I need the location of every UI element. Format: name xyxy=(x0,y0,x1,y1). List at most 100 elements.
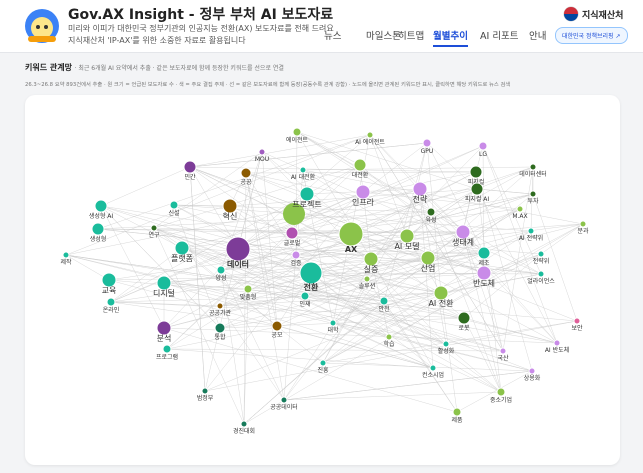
node[interactable] xyxy=(292,127,302,137)
node-label[interactable]: 인프라 xyxy=(352,197,375,207)
nav-item[interactable]: 월별추이 xyxy=(433,28,468,47)
node[interactable] xyxy=(429,364,437,372)
node-label[interactable]: 피지컬 xyxy=(468,178,485,186)
node-label[interactable]: M.AX xyxy=(512,213,527,220)
node[interactable] xyxy=(477,246,491,260)
node-label[interactable]: 신설 xyxy=(168,209,179,217)
node-label[interactable]: 에이전트 xyxy=(286,136,309,144)
node-label[interactable]: AI 에이전트 xyxy=(355,138,385,146)
node-label[interactable]: 활성화 xyxy=(438,347,455,355)
node-label[interactable]: 플랫폼 xyxy=(171,253,193,263)
node[interactable] xyxy=(537,270,545,278)
node-label[interactable]: 상용화 xyxy=(524,374,541,382)
node[interactable] xyxy=(156,275,172,291)
nav-item[interactable]: 히트맵 xyxy=(398,31,425,42)
node[interactable] xyxy=(529,190,537,198)
node-label[interactable]: 혁신 xyxy=(223,212,238,221)
node[interactable] xyxy=(529,163,537,171)
node-label[interactable]: 투자 xyxy=(527,197,539,205)
node[interactable] xyxy=(385,333,393,341)
node-label[interactable]: 학습 xyxy=(383,340,395,348)
node[interactable] xyxy=(240,420,248,428)
node-label[interactable]: 생성형 xyxy=(90,235,107,243)
node-label[interactable]: 육성 xyxy=(425,216,436,224)
node[interactable] xyxy=(285,226,299,240)
node-label[interactable]: 범정부 xyxy=(197,394,214,402)
node-label[interactable]: 국산 xyxy=(497,354,509,362)
node[interactable] xyxy=(528,367,536,375)
node[interactable] xyxy=(496,387,506,397)
node[interactable] xyxy=(399,228,415,244)
node-label[interactable]: 디지털 xyxy=(153,288,175,298)
node-label[interactable]: 전환 xyxy=(304,282,319,292)
node[interactable] xyxy=(201,387,209,395)
node[interactable] xyxy=(476,265,492,281)
node[interactable] xyxy=(243,284,253,294)
node-label[interactable]: 통합 xyxy=(214,333,226,341)
node[interactable] xyxy=(338,221,364,247)
node[interactable] xyxy=(62,251,70,259)
node-label[interactable]: 생태계 xyxy=(452,237,474,247)
node-label[interactable]: AI 전환 xyxy=(428,298,454,308)
node[interactable] xyxy=(470,182,484,196)
node-label[interactable]: 경진대회 xyxy=(233,427,255,435)
node[interactable] xyxy=(150,224,158,232)
node[interactable] xyxy=(366,131,374,139)
node[interactable] xyxy=(240,167,252,179)
node[interactable] xyxy=(280,396,288,404)
node-label[interactable]: GPU xyxy=(421,148,434,155)
node-label[interactable]: 얼라이언스 xyxy=(527,277,555,285)
node-label[interactable]: 민간 xyxy=(184,173,196,181)
node-label[interactable]: 전략 xyxy=(413,194,428,204)
node[interactable] xyxy=(433,285,449,301)
node[interactable] xyxy=(300,291,310,301)
node[interactable] xyxy=(452,407,462,417)
node-label[interactable]: 공모 xyxy=(271,332,283,339)
node-label[interactable]: AI 반도체 xyxy=(545,346,569,354)
node-label[interactable]: 제작 xyxy=(60,258,72,266)
node[interactable] xyxy=(258,148,266,156)
node[interactable] xyxy=(457,311,471,325)
node-label[interactable]: LG xyxy=(479,151,487,158)
node-label[interactable]: 인재 xyxy=(299,300,310,308)
node[interactable] xyxy=(183,160,197,174)
node[interactable] xyxy=(420,250,436,266)
node-label[interactable]: 반도체 xyxy=(473,278,495,288)
node[interactable] xyxy=(363,275,371,283)
node-label[interactable]: 중소기업 xyxy=(490,396,512,404)
node[interactable] xyxy=(216,302,224,310)
node[interactable] xyxy=(379,296,389,306)
node[interactable] xyxy=(299,186,315,202)
nav-item[interactable]: AI 리포트 xyxy=(480,31,519,42)
node-label[interactable]: 검증 xyxy=(290,260,302,267)
node-label[interactable]: AI 대전환 xyxy=(291,173,316,181)
node[interactable] xyxy=(214,322,226,334)
node-label[interactable]: 데이터센터 xyxy=(519,170,547,178)
node-label[interactable]: 공공 xyxy=(240,179,252,186)
node-label[interactable]: 맞춤형 xyxy=(240,293,257,301)
node[interactable] xyxy=(162,344,172,354)
node[interactable] xyxy=(442,340,450,348)
node[interactable] xyxy=(573,317,581,325)
node-label[interactable]: 로봇 xyxy=(458,324,470,332)
node-label[interactable]: MOU xyxy=(255,156,269,163)
node[interactable] xyxy=(329,319,337,327)
node-label[interactable]: 진흥 xyxy=(317,366,329,374)
node-label[interactable]: 공공데이터 xyxy=(270,403,298,411)
node-label[interactable]: AX xyxy=(345,245,358,254)
node-label[interactable]: 전략위 xyxy=(533,257,550,265)
node[interactable] xyxy=(363,251,379,267)
node-label[interactable]: 양성 xyxy=(215,274,226,282)
node-label[interactable]: 실증 xyxy=(364,264,379,274)
node[interactable] xyxy=(299,166,307,174)
node[interactable] xyxy=(225,236,251,262)
node[interactable] xyxy=(353,158,367,172)
node[interactable] xyxy=(553,339,561,347)
node[interactable] xyxy=(478,141,488,151)
nav-item[interactable]: 마일스톤 xyxy=(366,31,401,42)
node-label[interactable]: 데이터 xyxy=(227,259,249,269)
node[interactable] xyxy=(516,205,524,213)
node-label[interactable]: 제조 xyxy=(478,259,490,267)
nav-button[interactable]: 대한민국 정책브리핑 ↗ xyxy=(555,27,628,44)
node[interactable] xyxy=(579,220,587,228)
